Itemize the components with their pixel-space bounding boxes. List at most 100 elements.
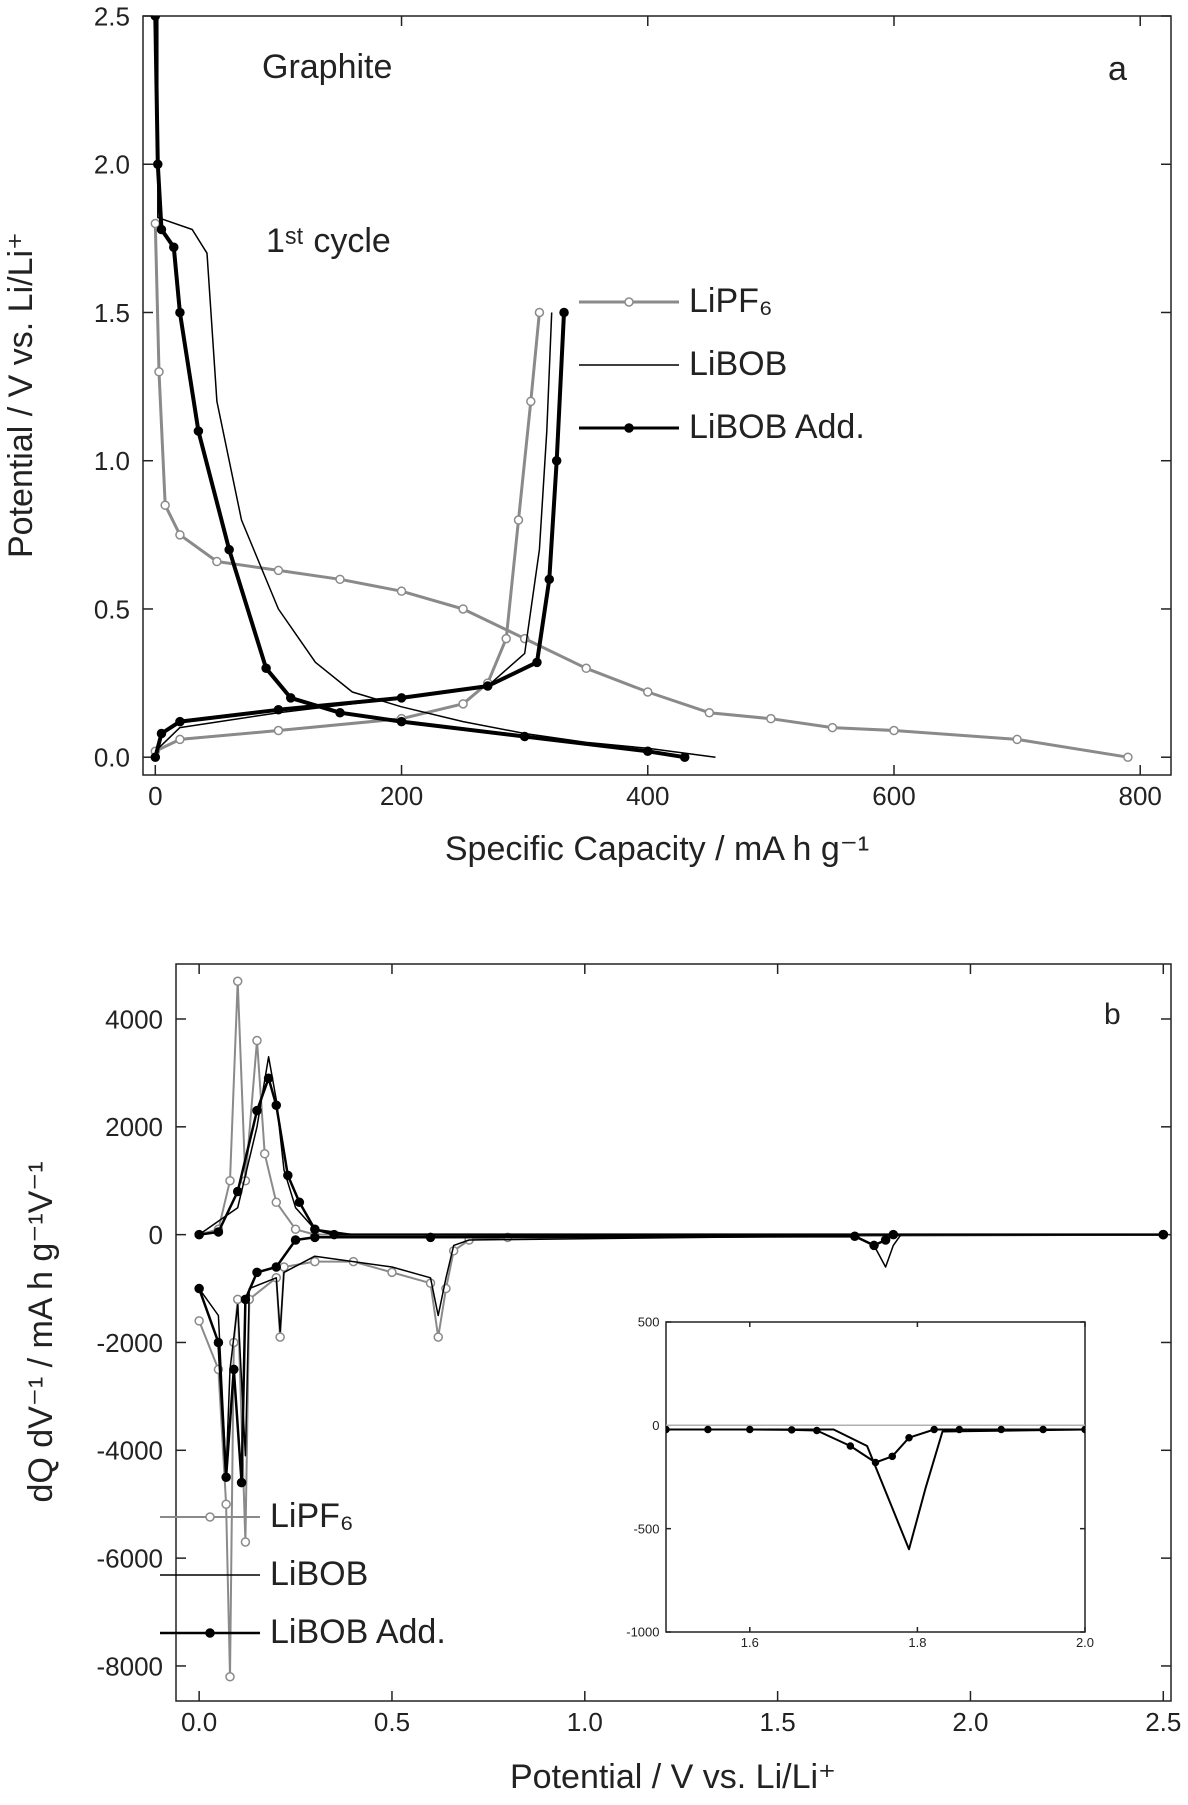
series-marker [930, 1425, 938, 1434]
series-marker [294, 1197, 305, 1208]
series-marker [335, 574, 345, 585]
y-tick-label: 500 [638, 1315, 660, 1330]
legend-label: LiPF₆ [270, 1497, 354, 1535]
series-marker [704, 1425, 712, 1434]
series-marker [169, 242, 179, 253]
series-marker [544, 574, 555, 585]
series-marker [396, 693, 407, 703]
series-marker [285, 693, 296, 703]
series-marker [888, 1452, 897, 1461]
series-marker [1123, 752, 1133, 762]
series-marker [273, 565, 284, 576]
series-marker [1081, 1425, 1085, 1434]
legend-marker [624, 297, 634, 307]
series-marker [850, 1231, 860, 1242]
series-marker [232, 1294, 243, 1305]
x-tick-label: 800 [1119, 781, 1162, 811]
y-tick-label: -8000 [97, 1651, 164, 1681]
series-marker [704, 707, 715, 718]
x-tick-label: 2.5 [1145, 1707, 1181, 1737]
series-line [666, 1428, 1085, 1464]
series-marker [283, 1170, 293, 1181]
series-marker [213, 1337, 224, 1348]
series-marker [271, 1100, 282, 1111]
series-marker [279, 1262, 289, 1272]
series-marker [175, 307, 185, 318]
series-marker [271, 1262, 282, 1272]
y-tick-label: -500 [633, 1521, 659, 1536]
x-tick-label: 600 [872, 781, 915, 811]
series-marker [194, 1316, 204, 1326]
series-marker [425, 1232, 436, 1243]
annotation: Graphite [262, 48, 392, 86]
series-marker [273, 725, 284, 736]
series-marker [1039, 1425, 1047, 1434]
y-tick-label: 0 [652, 1418, 659, 1433]
series-marker [310, 1256, 320, 1267]
legend-label: LiBOB [689, 345, 787, 383]
series-line [666, 1428, 1085, 1551]
y-tick-label: 2000 [105, 1112, 163, 1142]
x-tick-label: 1.5 [760, 1707, 796, 1737]
series-marker [310, 1232, 320, 1243]
series-marker [160, 500, 170, 510]
legend-label: LiBOB Add. [270, 1613, 446, 1651]
series-marker [787, 1426, 796, 1434]
y-tick-label: 4000 [105, 1004, 163, 1034]
series-marker [153, 159, 163, 169]
x-axis-label: Potential / V vs. Li/Li⁺ [510, 1758, 836, 1796]
series-marker [871, 1458, 880, 1467]
series-marker [679, 752, 690, 762]
y-tick-label: 1.0 [94, 446, 130, 476]
x-tick-label: 400 [626, 781, 669, 811]
series-marker [335, 707, 345, 718]
series-marker [213, 1227, 224, 1237]
series-marker [1158, 1229, 1169, 1240]
series-marker [150, 16, 161, 21]
series-marker [232, 1186, 243, 1197]
series-marker [387, 1267, 397, 1278]
series-marker [221, 1499, 231, 1509]
series-marker [224, 544, 234, 555]
series-marker [150, 752, 161, 762]
x-tick-label: 2.0 [1076, 1635, 1094, 1650]
series-marker [396, 716, 407, 727]
series-marker [905, 1433, 913, 1442]
y-tick-label: -1000 [626, 1625, 659, 1640]
series-marker [261, 663, 271, 674]
series-marker [175, 716, 185, 727]
series-marker [240, 1294, 251, 1305]
series-marker [212, 556, 222, 567]
series-marker [290, 1224, 301, 1235]
series-group [150, 16, 1133, 762]
y-axis-label: dQ dV⁻¹ / mA h g⁻¹V⁻¹ [22, 1161, 60, 1502]
series-marker [263, 1073, 274, 1084]
plot-frame [142, 15, 1172, 776]
series-marker [273, 705, 284, 715]
legend-label: LiPF₆ [689, 282, 773, 320]
series-marker [532, 657, 542, 668]
legend-marker [205, 1512, 215, 1522]
x-tick-label: 0 [148, 781, 162, 811]
series-marker [252, 1035, 262, 1046]
series-marker [880, 1235, 891, 1245]
series-marker [275, 1332, 285, 1342]
series-marker [869, 1240, 879, 1251]
series-marker [310, 1224, 320, 1235]
y-tick-label: -6000 [97, 1543, 164, 1573]
series-group [194, 976, 1169, 1682]
y-tick-label: 0.5 [94, 594, 130, 624]
series-marker [746, 1425, 754, 1434]
series-marker [225, 1671, 235, 1682]
legend-label: LiBOB Add. [689, 408, 865, 446]
series-marker [290, 1235, 301, 1245]
series-marker [526, 396, 536, 407]
series-marker [194, 1283, 204, 1294]
series-marker [846, 1442, 855, 1450]
series-marker [513, 515, 524, 525]
x-tick-label: 1.6 [741, 1635, 759, 1650]
series-line [153, 223, 1129, 759]
legend-marker [205, 1628, 215, 1638]
series-group [666, 1424, 1085, 1551]
y-tick-label: -4000 [97, 1436, 164, 1466]
